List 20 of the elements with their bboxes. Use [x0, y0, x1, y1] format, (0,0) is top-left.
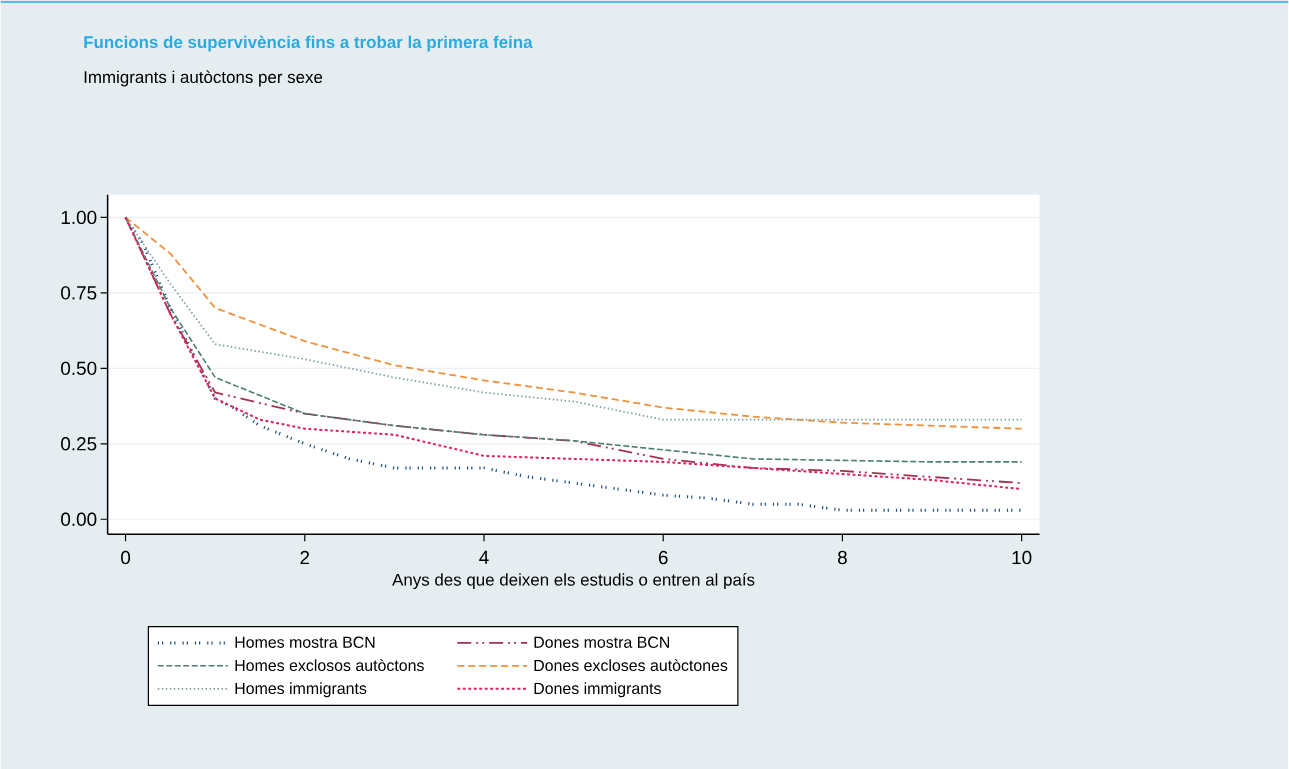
x-axis-title: Anys des que deixen els estudis o entren al país [392, 573, 755, 589]
y-tick-label: 0.50 [61, 361, 97, 375]
chart-title: Funcions de supervivència fins a trobar la primera feina [84, 35, 533, 52]
legend-label: Dones immigrants [534, 682, 661, 698]
x-tick-label: 8 [837, 550, 847, 565]
legend-label: Homes exclosos autòctons [235, 659, 424, 671]
legend-label: Homes immigrants [235, 682, 367, 698]
x-tick-label: 10 [1012, 550, 1032, 565]
x-tick-label: 4 [479, 550, 489, 564]
y-tick-label: 1.00 [61, 210, 97, 225]
y-tick-label: 0.75 [61, 286, 97, 300]
x-tick-label: 2 [300, 550, 310, 565]
y-tick-label: 0.00 [61, 512, 97, 526]
chart-subtitle: Immigrants i autòctons per sexe [84, 70, 323, 87]
legend-label: Homes mostra BCN [235, 636, 375, 648]
legend-label: Dones excloses autòctones [534, 659, 728, 671]
x-tick-label: 6 [658, 550, 668, 565]
y-tick-label: 0.25 [61, 437, 97, 451]
x-tick-label: 0 [121, 550, 131, 565]
legend-label: Dones mostra BCN [534, 636, 670, 648]
